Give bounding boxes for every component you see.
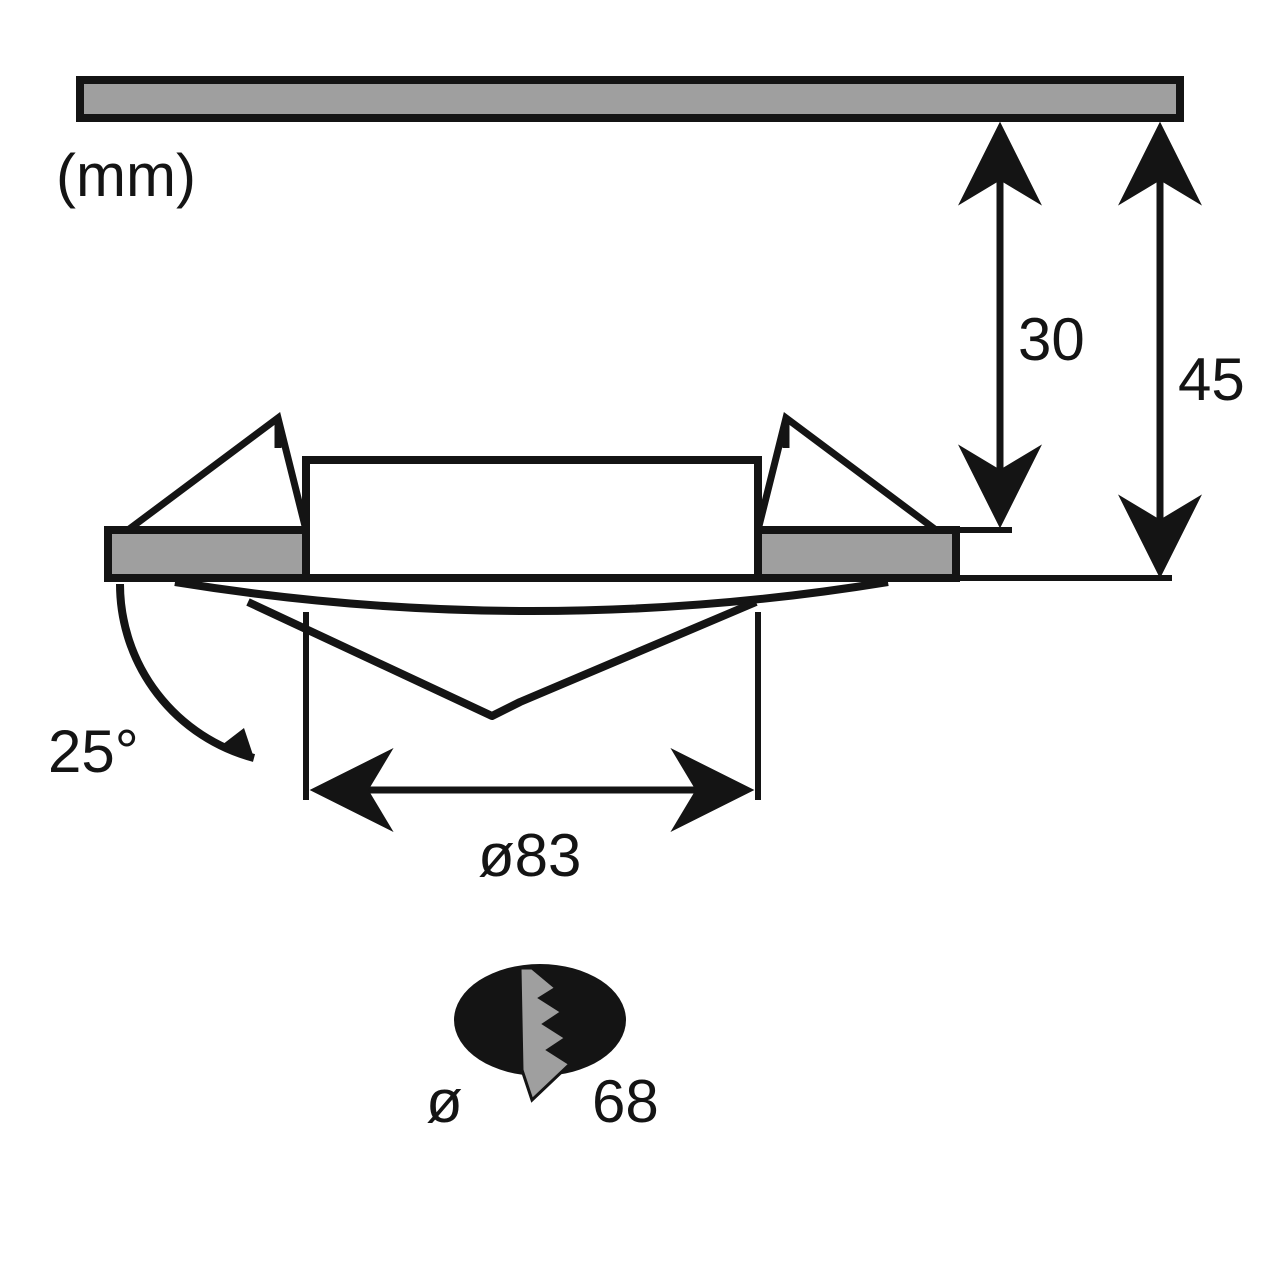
angle-label: 25° bbox=[48, 718, 139, 785]
dimension-83: ø83 bbox=[306, 612, 758, 889]
cutout-sym: ø bbox=[426, 1068, 463, 1135]
dim-83-label: ø83 bbox=[478, 822, 581, 889]
dimension-30: 30 bbox=[956, 130, 1085, 530]
angle-25: 25° bbox=[48, 584, 254, 785]
technical-diagram: (mm) 30 45 25° ø83 bbox=[0, 0, 1280, 1280]
left-flange bbox=[108, 530, 306, 578]
fixture-body bbox=[306, 460, 758, 530]
unit-label: (mm) bbox=[56, 142, 196, 209]
bezel-arc bbox=[175, 582, 888, 611]
dim-30-label: 30 bbox=[1018, 306, 1085, 373]
tilt-plate bbox=[248, 602, 756, 716]
ceiling-bar bbox=[80, 80, 1180, 118]
dim-45-label: 45 bbox=[1178, 346, 1245, 413]
cutout-val: 68 bbox=[592, 1068, 659, 1135]
right-flange bbox=[758, 530, 956, 578]
cutout-icon: ø 68 bbox=[426, 964, 659, 1135]
